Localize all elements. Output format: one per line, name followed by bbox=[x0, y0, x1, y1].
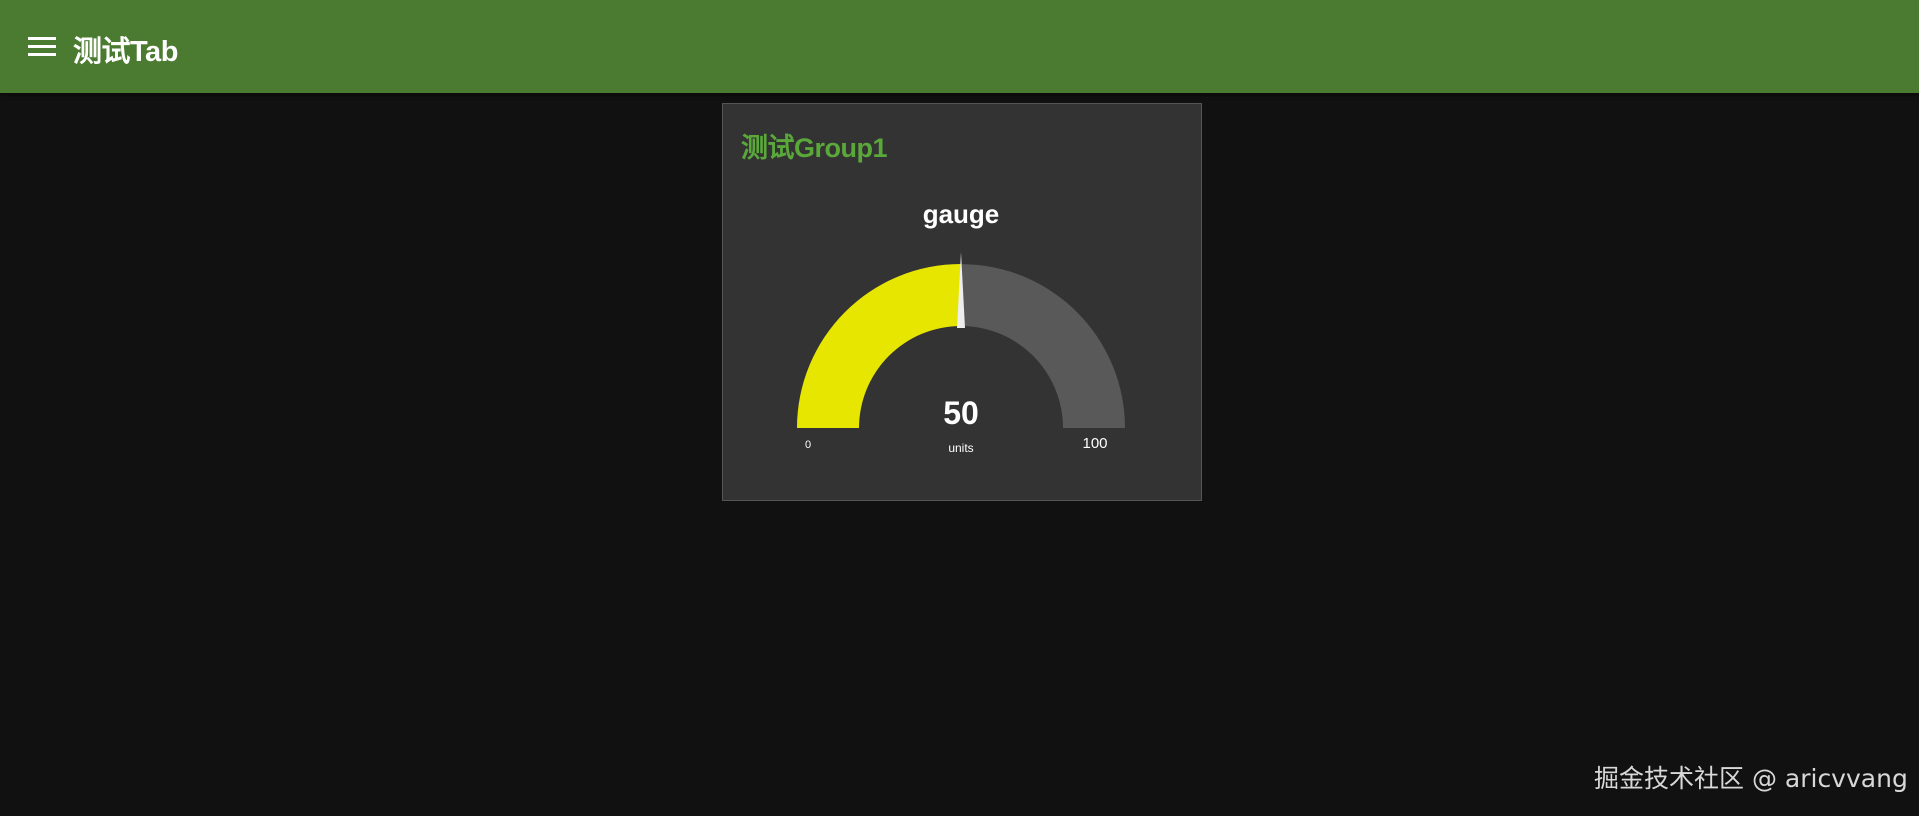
tab-title: 测试Tab bbox=[73, 36, 178, 68]
watermark: 掘金技术社区 @ aricvvang bbox=[1594, 764, 1908, 793]
gauge-value: 50 bbox=[943, 395, 979, 431]
gauge-units: units bbox=[948, 441, 973, 455]
gauge-widget: gauge 50 units 0 100 bbox=[797, 199, 1125, 455]
group-title: 测试Group1 bbox=[741, 133, 888, 163]
gauge-label: gauge bbox=[923, 199, 1000, 229]
group-card: 测试Group1 gauge 50 units 0 100 bbox=[722, 103, 1202, 501]
gauge-needle bbox=[957, 252, 965, 328]
top-toolbar: 测试Tab bbox=[0, 0, 1919, 93]
gauge-min-label: 0 bbox=[805, 439, 811, 451]
gauge-fill bbox=[797, 264, 961, 428]
gauge-max-label: 100 bbox=[1082, 435, 1107, 452]
hamburger-menu-icon[interactable] bbox=[28, 37, 56, 57]
